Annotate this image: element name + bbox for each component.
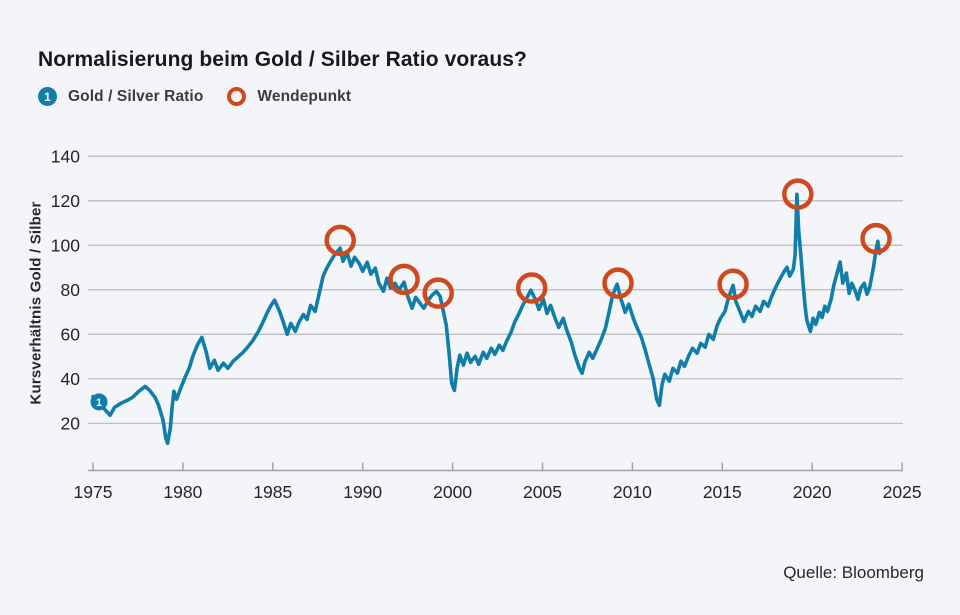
x-tick-label-2005: 2005 (523, 482, 562, 502)
turning-point-icon (227, 87, 247, 106)
turning-point-ring-8 (860, 222, 892, 255)
y-tick-label-20: 20 (61, 413, 81, 433)
x-tick-label-2015: 2015 (703, 482, 742, 502)
ratio-line (91, 192, 882, 446)
series-marker-icon: 1 (38, 87, 57, 106)
turning-point-ring-5 (602, 267, 634, 299)
legend-item-wendepunkt: Wendepunkt (227, 87, 351, 106)
x-tick-label-2000: 2000 (433, 482, 472, 502)
x-tick-label-2025: 2025 (883, 482, 922, 502)
x-tick-label-2020: 2020 (793, 482, 832, 502)
x-tick-label-1990: 1990 (343, 482, 382, 502)
turning-point-ring-3 (422, 277, 454, 309)
legend-series-label: Gold / Silver Ratio (68, 87, 204, 105)
x-tick-label-1975: 1975 (74, 482, 113, 502)
y-tick-label-100: 100 (51, 235, 80, 255)
turning-point-ring-4 (515, 272, 548, 304)
series-start-marker-number: 1 (96, 397, 102, 409)
legend: 1 Gold / Silver Ratio Wendepunkt (38, 87, 351, 106)
y-tick-label-60: 60 (61, 324, 81, 344)
x-tick-label-2010: 2010 (613, 482, 652, 502)
y-tick-label-120: 120 (51, 191, 80, 211)
series-start-marker (90, 393, 108, 411)
legend-turning-label: Wendepunkt (257, 87, 352, 105)
legend-item-gold-silver-ratio: 1 Gold / Silver Ratio (38, 87, 203, 106)
source-caption: Quelle: Bloomberg (783, 563, 924, 582)
x-tick-label-1980: 1980 (163, 482, 202, 502)
series-marker-number: 1 (44, 89, 51, 104)
turning-point-ring-1 (324, 224, 356, 257)
x-tick-label-1985: 1985 (253, 482, 292, 502)
page-title: Normalisierung beim Gold / Silber Ratio … (38, 48, 527, 72)
turning-point-ring-2 (388, 263, 420, 296)
y-tick-label-40: 40 (61, 369, 81, 389)
turning-point-ring-7 (782, 178, 814, 210)
y-tick-label-80: 80 (61, 280, 81, 300)
y-tick-label-140: 140 (51, 146, 80, 166)
turning-point-ring-6 (717, 268, 749, 300)
